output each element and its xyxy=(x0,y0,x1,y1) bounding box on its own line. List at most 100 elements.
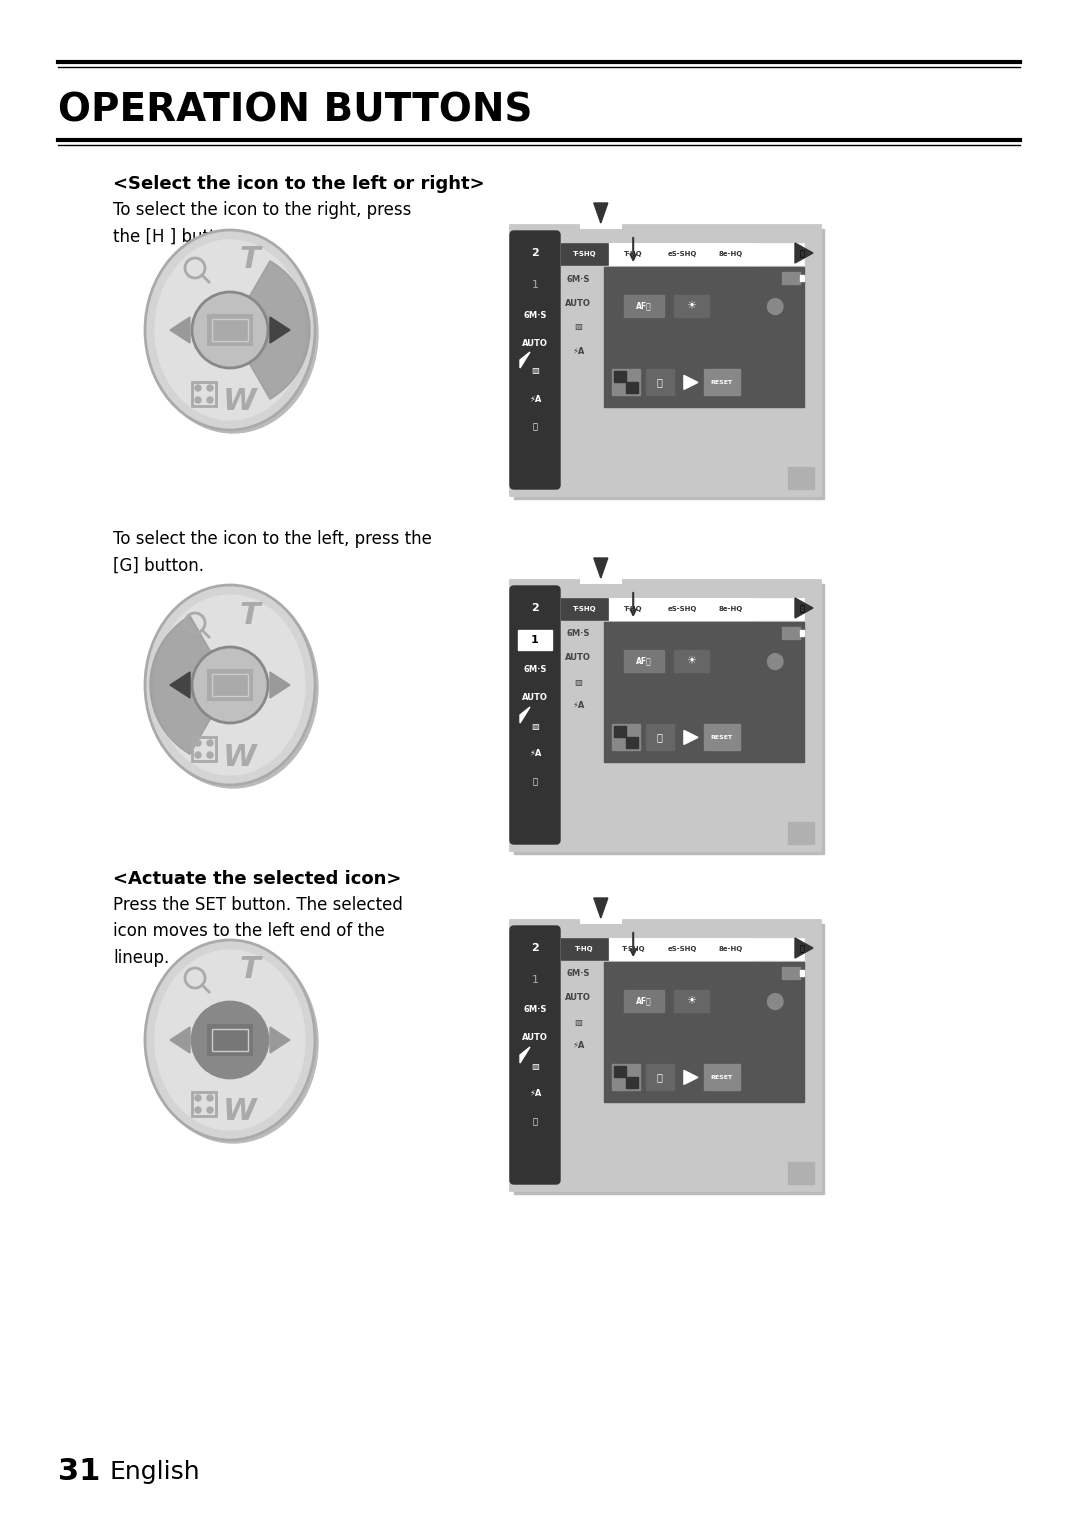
Text: ▧: ▧ xyxy=(575,322,582,332)
Circle shape xyxy=(195,1107,201,1113)
Text: 8e-HQ: 8e-HQ xyxy=(718,251,743,257)
Bar xyxy=(518,630,552,649)
Text: 6M·S: 6M·S xyxy=(566,969,590,978)
Text: ▧: ▧ xyxy=(531,1062,539,1071)
Bar xyxy=(561,598,608,621)
Text: ⬤: ⬤ xyxy=(765,992,783,1010)
Bar xyxy=(581,552,621,583)
Text: ⏱: ⏱ xyxy=(532,423,538,432)
Text: eS-SHQ: eS-SHQ xyxy=(667,605,697,611)
Bar xyxy=(514,584,824,853)
Bar xyxy=(800,630,804,636)
Bar xyxy=(604,961,804,1103)
Circle shape xyxy=(195,741,201,745)
Text: ⚡A: ⚡A xyxy=(571,701,584,710)
Circle shape xyxy=(207,741,213,745)
Bar xyxy=(208,669,252,700)
Text: 6M·S: 6M·S xyxy=(566,630,590,639)
Bar xyxy=(510,580,820,850)
Circle shape xyxy=(195,397,201,403)
Bar xyxy=(192,738,216,760)
Text: <Select the icon to the left or right>: <Select the icon to the left or right> xyxy=(113,175,485,193)
Bar xyxy=(561,938,608,960)
Text: AUTO: AUTO xyxy=(565,993,591,1002)
Text: ▧: ▧ xyxy=(531,367,539,376)
Text: 1: 1 xyxy=(531,280,539,291)
Text: T-SHQ: T-SHQ xyxy=(572,251,596,257)
Bar xyxy=(658,243,705,265)
Text: AUTO: AUTO xyxy=(565,654,591,663)
Bar xyxy=(212,674,248,697)
FancyBboxPatch shape xyxy=(510,926,561,1183)
Circle shape xyxy=(195,1095,201,1101)
Bar xyxy=(581,891,621,923)
Text: W: W xyxy=(224,742,257,771)
Text: 6M·S: 6M·S xyxy=(566,274,590,283)
Text: 🎙: 🎙 xyxy=(799,249,805,259)
Text: 6M·S: 6M·S xyxy=(524,1005,546,1015)
Text: 2: 2 xyxy=(531,248,539,259)
Bar xyxy=(674,990,708,1011)
FancyBboxPatch shape xyxy=(510,586,561,844)
Circle shape xyxy=(207,751,213,757)
Text: RESET: RESET xyxy=(711,380,733,385)
Polygon shape xyxy=(270,1027,291,1053)
Text: ⚡A: ⚡A xyxy=(529,750,541,759)
Bar xyxy=(646,724,674,750)
Bar xyxy=(646,370,674,395)
Text: ☀: ☀ xyxy=(686,996,696,1005)
Bar xyxy=(561,598,804,621)
Bar xyxy=(561,938,804,960)
Bar xyxy=(510,920,820,1189)
Text: AUTO: AUTO xyxy=(522,339,548,347)
Ellipse shape xyxy=(145,940,315,1141)
Bar xyxy=(192,382,216,406)
Text: T-HQ: T-HQ xyxy=(624,251,643,257)
Bar xyxy=(510,225,820,494)
Text: 8e-HQ: 8e-HQ xyxy=(718,946,743,952)
Bar xyxy=(626,382,638,394)
Bar xyxy=(782,272,800,284)
Text: ⚡A: ⚡A xyxy=(571,347,584,356)
Bar xyxy=(613,727,626,738)
Circle shape xyxy=(192,646,268,722)
Text: T-SHQ: T-SHQ xyxy=(621,946,645,952)
Circle shape xyxy=(207,385,213,391)
Bar xyxy=(782,967,800,980)
Bar xyxy=(706,938,754,960)
Text: RESET: RESET xyxy=(711,1075,733,1080)
Bar xyxy=(581,198,621,228)
Polygon shape xyxy=(249,260,310,400)
Text: eS-SHQ: eS-SHQ xyxy=(667,946,697,952)
Bar xyxy=(704,724,740,750)
Bar xyxy=(658,938,705,960)
Bar xyxy=(561,243,608,265)
Bar xyxy=(704,1065,740,1091)
Circle shape xyxy=(195,385,201,391)
Bar xyxy=(782,627,800,639)
FancyBboxPatch shape xyxy=(510,231,561,488)
Bar xyxy=(613,1066,626,1077)
Bar xyxy=(612,724,640,750)
Bar xyxy=(788,821,814,844)
Text: ⚡A: ⚡A xyxy=(529,1089,541,1098)
Bar xyxy=(612,1065,640,1091)
Ellipse shape xyxy=(148,233,318,433)
Bar xyxy=(604,268,804,408)
Text: T: T xyxy=(240,245,260,274)
Text: W: W xyxy=(224,388,257,417)
Bar xyxy=(704,370,740,395)
Bar xyxy=(646,1065,674,1091)
Bar xyxy=(706,598,754,621)
Circle shape xyxy=(207,397,213,403)
Circle shape xyxy=(192,292,268,368)
Ellipse shape xyxy=(156,240,305,420)
Text: To select the icon to the left, press the
[G] button.: To select the icon to the left, press th… xyxy=(113,529,432,575)
Text: 2: 2 xyxy=(531,943,539,954)
Text: <Actuate the selected icon>: <Actuate the selected icon> xyxy=(113,870,402,888)
Text: ⏱: ⏱ xyxy=(532,1118,538,1127)
Bar xyxy=(626,738,638,748)
Text: 2: 2 xyxy=(531,602,539,613)
Text: 🎙: 🎙 xyxy=(799,945,805,954)
Text: RESET: RESET xyxy=(711,735,733,739)
